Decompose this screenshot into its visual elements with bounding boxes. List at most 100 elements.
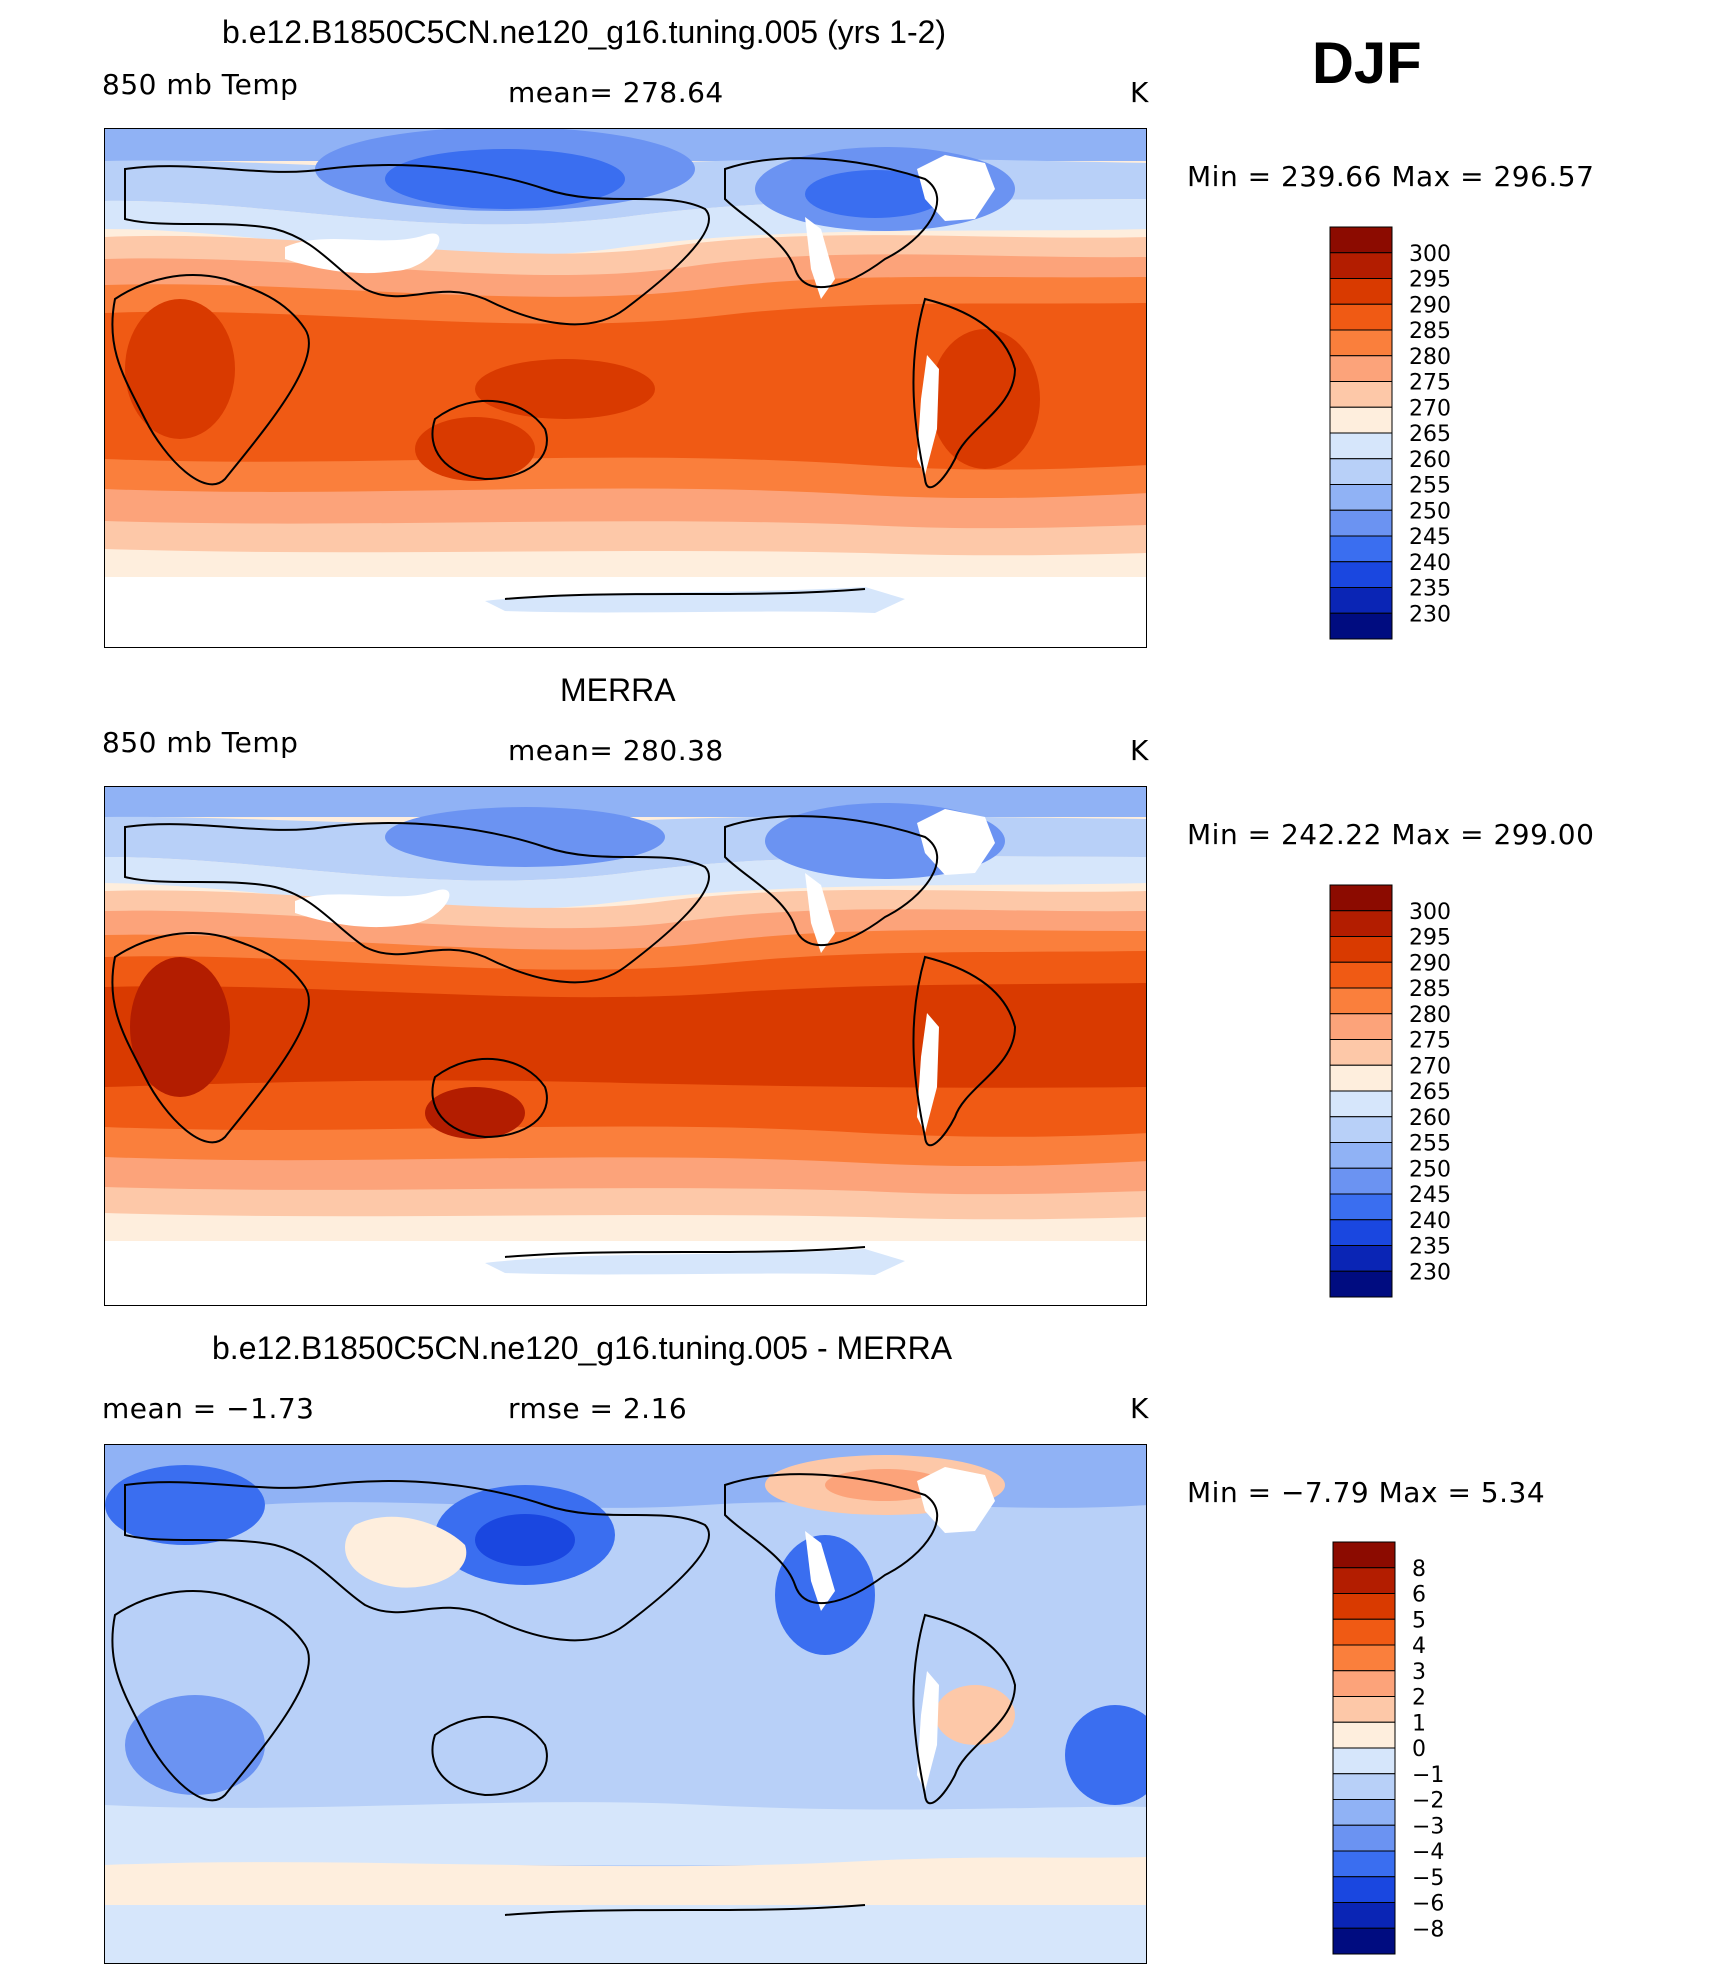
colorbar-swatch	[1332, 1721, 1396, 1749]
colorbar-tick-label: 295	[1409, 926, 1451, 951]
colorbar-swatch	[1329, 1270, 1393, 1298]
colorbar-tick-label: 255	[1409, 474, 1451, 499]
colorbar-tick-label: 285	[1409, 319, 1451, 344]
panel-diff-minmax: Min = −7.79 Max = 5.34	[1187, 1476, 1546, 1509]
colorbar-tick-label: −3	[1412, 1814, 1444, 1839]
colorbar-swatch	[1329, 509, 1393, 537]
colorbar-tick-label: 250	[1409, 499, 1451, 524]
colorbar-tick-label: 245	[1409, 1183, 1451, 1208]
colorbar-swatch	[1332, 1824, 1396, 1852]
colorbar-swatch	[1332, 1747, 1396, 1775]
colorbar-tick-label: −4	[1412, 1840, 1444, 1865]
colorbar-swatch	[1329, 226, 1393, 254]
colorbar-tick-label: 290	[1409, 293, 1451, 318]
colorbar-swatch	[1332, 1541, 1396, 1569]
colorbar-swatch	[1332, 1927, 1396, 1955]
colorbar-swatch	[1329, 458, 1393, 485]
colorbar-tick-label: −8	[1412, 1917, 1444, 1942]
panel-diff-map	[104, 1444, 1147, 1964]
colorbar-swatch	[1329, 612, 1393, 640]
panel-obs-colorbar: 300 295 290 285 280 275 270 265 260 255 250 245 240 2…	[1329, 884, 1490, 1298]
panel-obs-colorbar-svg: 3002952902852802752702652602552502452402…	[1329, 884, 1451, 1298]
colorbar-swatch	[1329, 1245, 1393, 1272]
panel-model-title: b.e12.B1850C5CN.ne120_g16.tuning.005 (yr…	[222, 14, 947, 50]
colorbar-tick-label: 0	[1412, 1737, 1426, 1762]
colorbar-tick-label: 285	[1409, 977, 1451, 1002]
colorbar-swatch	[1329, 329, 1393, 357]
colorbar-swatch	[1329, 987, 1393, 1015]
colorbar-tick-label: 270	[1409, 1054, 1451, 1079]
colorbar-swatch	[1329, 884, 1393, 912]
panel-diff-colorbar: 8 6 5 4 3 2 1 0 −1 −2 −3 −4 −5 −6 −8	[1332, 1541, 1493, 1955]
colorbar-swatch	[1329, 1219, 1393, 1246]
panel-model-units-label: K	[1130, 76, 1149, 109]
colorbar-tick-label: −6	[1412, 1892, 1444, 1917]
colorbar-swatch	[1329, 1167, 1393, 1195]
colorbar-tick-label: 240	[1409, 1209, 1451, 1234]
colorbar-swatch	[1329, 1193, 1393, 1221]
colorbar-swatch	[1329, 1013, 1393, 1040]
colorbar-tick-label: 250	[1409, 1157, 1451, 1182]
colorbar-swatch	[1329, 1116, 1393, 1143]
colorbar-swatch	[1329, 587, 1393, 614]
panel-diff-units-label: K	[1130, 1392, 1149, 1425]
colorbar-swatch	[1329, 961, 1393, 989]
colorbar-tick-label: 1	[1412, 1711, 1426, 1736]
colorbar-swatch	[1332, 1876, 1396, 1903]
colorbar-tick-label: −5	[1412, 1866, 1444, 1891]
colorbar-tick-label: 2	[1412, 1686, 1426, 1711]
colorbar-swatch	[1332, 1593, 1396, 1620]
colorbar-swatch	[1332, 1696, 1396, 1723]
colorbar-swatch	[1329, 252, 1393, 279]
colorbar-tick-label: 235	[1409, 1235, 1451, 1260]
colorbar-tick-label: 3	[1412, 1660, 1426, 1685]
panel-model-minmax: Min = 239.66 Max = 296.57	[1187, 160, 1595, 193]
colorbar-swatch	[1329, 910, 1393, 937]
colorbar-swatch	[1329, 406, 1393, 434]
colorbar-swatch	[1329, 1039, 1393, 1066]
colorbar-tick-label: 265	[1409, 422, 1451, 447]
colorbar-tick-label: 245	[1409, 525, 1451, 550]
colorbar-swatch	[1332, 1567, 1396, 1594]
colorbar-swatch	[1332, 1670, 1396, 1697]
colorbar-tick-label: 265	[1409, 1080, 1451, 1105]
colorbar-tick-label: 230	[1409, 602, 1451, 627]
colorbar-tick-label: 290	[1409, 951, 1451, 976]
colorbar-tick-label: 275	[1409, 1029, 1451, 1054]
colorbar-swatch	[1329, 1064, 1393, 1092]
colorbar-swatch	[1332, 1902, 1396, 1929]
panel-model-colorbar-svg: 3002952902852802752702652602552502452402…	[1329, 226, 1451, 640]
colorbar-tick-label: −1	[1412, 1763, 1444, 1788]
panel-diff-title: b.e12.B1850C5CN.ne120_g16.tuning.005 - M…	[212, 1330, 953, 1366]
panel-model-map	[104, 128, 1147, 648]
panel-diff-mean-label: mean = −1.73	[102, 1392, 315, 1425]
colorbar-tick-label: 255	[1409, 1132, 1451, 1157]
colorbar-swatch	[1329, 432, 1393, 460]
panel-obs-units-label: K	[1130, 734, 1149, 767]
season-label: DJF	[1312, 31, 1422, 96]
colorbar-tick-label: 300	[1409, 242, 1451, 267]
colorbar-swatch	[1332, 1644, 1396, 1672]
colorbar-tick-label: 280	[1409, 1003, 1451, 1028]
colorbar-tick-label: −2	[1412, 1789, 1444, 1814]
colorbar-swatch	[1329, 278, 1393, 305]
colorbar-swatch	[1332, 1618, 1396, 1646]
panel-obs-mean-label: mean= 280.38	[508, 734, 724, 767]
panel-model-mean-label: mean= 278.64	[508, 76, 724, 109]
colorbar-swatch	[1332, 1850, 1396, 1878]
panel-diff-rmse-label: rmse = 2.16	[508, 1392, 688, 1425]
colorbar-tick-label: 8	[1412, 1557, 1426, 1582]
colorbar-tick-label: 6	[1412, 1583, 1426, 1608]
colorbar-tick-label: 5	[1412, 1608, 1426, 1633]
colorbar-swatch	[1332, 1773, 1396, 1800]
colorbar-swatch	[1329, 303, 1393, 331]
colorbar-tick-label: 4	[1412, 1634, 1426, 1659]
colorbar-tick-label: 230	[1409, 1260, 1451, 1285]
panel-obs-map	[104, 786, 1147, 1306]
colorbar-tick-label: 260	[1409, 1106, 1451, 1131]
panel-model-colorbar: 300 295 290 285 280 275 270 265 260 255 250 245 240 2…	[1329, 226, 1490, 640]
panel-obs-minmax: Min = 242.22 Max = 299.00	[1187, 818, 1595, 851]
colorbar-tick-label: 295	[1409, 268, 1451, 293]
colorbar-swatch	[1329, 561, 1393, 588]
